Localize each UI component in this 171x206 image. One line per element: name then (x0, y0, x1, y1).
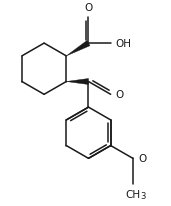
Text: OH: OH (116, 39, 132, 49)
Polygon shape (66, 41, 90, 57)
Polygon shape (66, 79, 88, 85)
Text: O: O (116, 90, 124, 100)
Text: CH: CH (125, 189, 140, 199)
Text: 3: 3 (141, 191, 146, 200)
Text: O: O (138, 154, 146, 164)
Text: O: O (84, 3, 93, 13)
